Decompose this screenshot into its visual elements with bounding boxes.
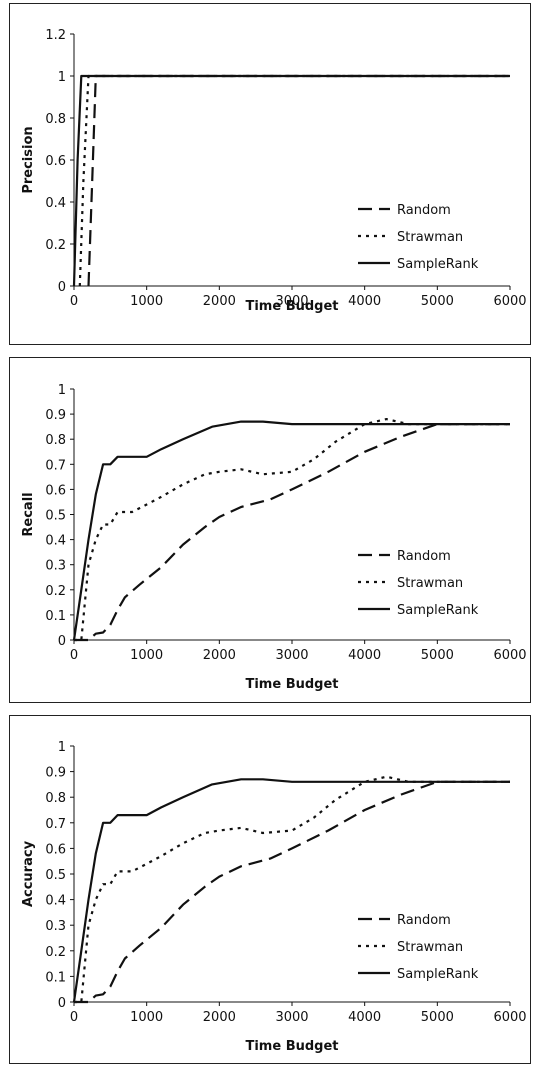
y-tick-label: 0.1 [45,609,66,624]
legend-label-samplerank: SampleRank [397,967,479,982]
series-line-strawman [78,74,510,287]
x-tick-label: 2000 [203,648,236,663]
series-line-random [74,780,510,1004]
series-line-strawman [74,418,510,642]
y-tick-label: 0.3 [45,559,66,574]
y-tick-label: 0.6 [45,483,66,498]
y-tick-label: 0.8 [45,112,66,127]
legend-label-strawman: Strawman [397,230,463,245]
recall-chart: 0 0.1 0.2 0.3 0.4 0.5 0.6 0.7 0.8 0.9 1 0 1000 2000 30… [21,383,527,692]
x-tick-label: 3000 [275,648,308,663]
y-tick-label: 0 [58,280,66,295]
x-tick-label: 3000 [275,1010,308,1025]
y-tick-label: 0.4 [45,534,66,549]
x-tick-label: 0 [70,1010,78,1025]
y-axis-title: Accuracy [21,840,36,907]
y-tick-label: 0.5 [45,509,66,524]
y-tick-label: 1 [58,70,66,85]
legend-label-samplerank: SampleRank [397,257,479,272]
x-tick-label: 1000 [130,294,163,309]
y-tick-label: 0.5 [45,868,66,883]
x-axis-title: Time Budget [245,677,338,692]
x-tick-label: 4000 [348,1010,381,1025]
x-tick-label: 2000 [203,294,236,309]
series-line-samplerank [72,420,510,641]
x-tick-label: 5000 [421,648,454,663]
y-tick-label: 0.6 [45,154,66,169]
x-tick-label: 6000 [493,648,526,663]
series-line-random [74,423,510,642]
x-tick-label: 0 [70,648,78,663]
legend-label-random: Random [397,549,451,564]
y-tick-label: 1 [58,740,66,755]
x-tick-label: 4000 [348,648,381,663]
y-tick-label: 1.2 [45,28,66,43]
x-tick-label: 5000 [421,1010,454,1025]
x-axis-title: Time Budget [245,299,338,314]
x-tick-label: 6000 [493,1010,526,1025]
x-tick-label: 6000 [493,294,526,309]
accuracy-chart: 0 0.1 0.2 0.3 0.4 0.5 0.6 0.7 0.8 0.9 1 0 1000 2000 30… [21,740,527,1054]
y-tick-label: 0.2 [45,238,66,253]
y-axis-title: Precision [21,126,36,193]
y-tick-label: 0.9 [45,408,66,423]
y-tick-label: 0.2 [45,945,66,960]
y-tick-label: 0.9 [45,766,66,781]
x-tick-label: 3000 [275,294,308,309]
x-tick-label: 4000 [348,294,381,309]
y-tick-label: 1 [58,383,66,398]
y-tick-label: 0.2 [45,584,66,599]
y-tick-label: 0.4 [45,196,66,211]
x-axis-title: Time Budget [245,1039,338,1054]
legend-label-strawman: Strawman [397,940,463,955]
y-tick-label: 0 [58,996,66,1011]
y-tick-label: 0.8 [45,433,66,448]
series-line-strawman [74,775,510,1004]
x-tick-label: 2000 [203,1010,236,1025]
y-tick-label: 0.6 [45,842,66,857]
y-tick-label: 0.8 [45,791,66,806]
series-line-samplerank [72,74,510,287]
x-tick-label: 1000 [130,648,163,663]
accuracy-chart-panel: 0 0.1 0.2 0.3 0.4 0.5 0.6 0.7 0.8 0.9 1 0 1000 2000 30… [9,715,531,1064]
legend-label-random: Random [397,203,451,218]
y-axis-title: Recall [21,492,36,536]
y-tick-label: 0.3 [45,919,66,934]
y-tick-label: 0.7 [45,458,66,473]
series-line-random [87,74,510,287]
y-tick-label: 0.1 [45,970,66,985]
y-tick-label: 0.4 [45,894,66,909]
x-tick-label: 1000 [130,1010,163,1025]
x-tick-label: 5000 [421,294,454,309]
legend-label-samplerank: SampleRank [397,603,479,618]
y-tick-label: 0.7 [45,817,66,832]
recall-chart-panel: 0 0.1 0.2 0.3 0.4 0.5 0.6 0.7 0.8 0.9 1 0 1000 2000 30… [9,357,531,703]
legend-label-strawman: Strawman [397,576,463,591]
series-line-samplerank [72,778,510,1003]
precision-chart: 0 0.2 0.4 0.6 0.8 1 1.2 0 1000 2000 3000 4000 5000 60… [21,28,527,314]
precision-chart-panel: 0 0.2 0.4 0.6 0.8 1 1.2 0 1000 2000 3000 4000 5000 60… [9,3,531,345]
y-tick-label: 0 [58,634,66,649]
legend-label-random: Random [397,913,451,928]
x-tick-label: 0 [70,294,78,309]
